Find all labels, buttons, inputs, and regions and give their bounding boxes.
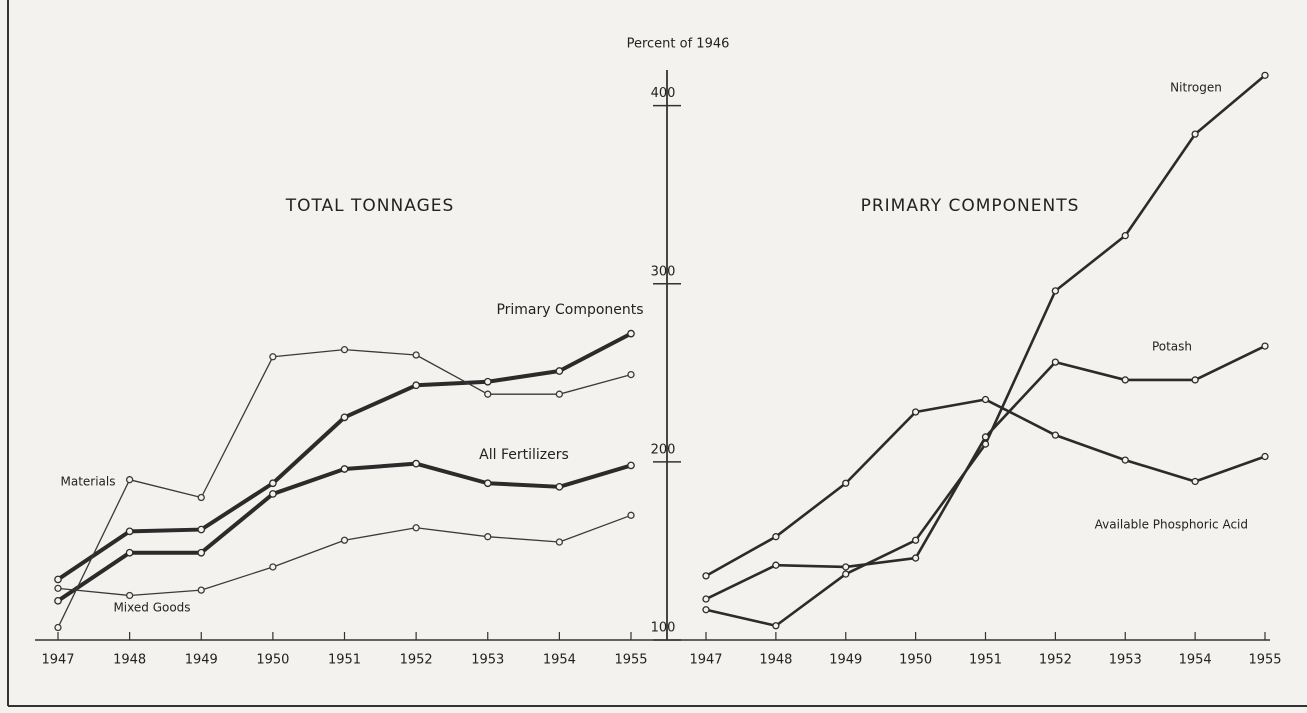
x-tick-label: 1952 [400, 653, 433, 668]
data-point [412, 381, 420, 390]
data-point [627, 461, 635, 470]
data-point [981, 395, 990, 404]
data-point [1121, 376, 1129, 384]
data-point [981, 433, 990, 441]
data-point [125, 548, 134, 557]
data-point [1261, 342, 1269, 350]
data-point [269, 479, 277, 488]
x-tick-label: 1951 [969, 653, 1002, 668]
data-point [555, 482, 564, 491]
data-point [483, 479, 492, 488]
data-point [269, 353, 277, 361]
data-point [911, 554, 920, 562]
data-point [340, 346, 349, 354]
x-tick-label: 1948 [759, 653, 792, 668]
x-tick-label: 1947 [41, 653, 74, 668]
data-point [555, 367, 564, 375]
series-label: Potash [1152, 340, 1192, 354]
data-point [197, 525, 206, 534]
x-tick-label: 1953 [471, 653, 504, 668]
data-point [1121, 456, 1129, 464]
data-point [197, 493, 205, 502]
data-point [1191, 376, 1199, 384]
data-point [125, 527, 134, 536]
data-point [842, 563, 850, 571]
panel-title: PRIMARY COMPONENTS [861, 196, 1080, 216]
data-point [627, 511, 635, 519]
data-point [1191, 130, 1199, 138]
data-point [412, 459, 420, 468]
data-point [1191, 477, 1199, 486]
data-point [1051, 287, 1060, 295]
x-tick-label: 1951 [328, 653, 361, 668]
series-label: Available Phosphoric Acid [1095, 518, 1248, 532]
series-label: Materials [60, 475, 115, 489]
x-tick-label: 1954 [543, 653, 576, 668]
x-tick-label: 1950 [899, 653, 932, 668]
data-point [125, 591, 134, 600]
x-tick-label: 1947 [689, 653, 722, 668]
x-tick-label: 1954 [1179, 653, 1212, 668]
data-point [269, 490, 277, 498]
x-tick-label: 1955 [614, 653, 647, 668]
x-tick-label: 1955 [1248, 653, 1281, 668]
series-label: Nitrogen [1170, 81, 1222, 95]
data-point [702, 606, 710, 614]
x-tick-label: 1949 [829, 653, 862, 668]
data-point [627, 329, 635, 338]
series-label: Mixed Goods [113, 601, 190, 615]
data-point [412, 524, 420, 532]
data-point [911, 408, 920, 416]
data-point [340, 413, 349, 422]
x-tick-label: 1949 [185, 653, 218, 668]
x-tick-label: 1952 [1039, 653, 1072, 668]
series-label: All Fertilizers [479, 447, 569, 463]
data-point [340, 536, 349, 544]
data-point [911, 536, 920, 544]
data-point [772, 533, 780, 541]
data-point [1051, 431, 1060, 439]
data-point [555, 538, 564, 546]
data-point [1051, 358, 1060, 366]
data-point [1261, 71, 1269, 79]
data-point [54, 596, 62, 605]
data-point [269, 563, 277, 571]
data-point [54, 584, 62, 592]
y-tick-label: 400 [651, 86, 676, 101]
data-point [702, 572, 710, 580]
x-tick-label: 1950 [256, 653, 289, 668]
data-point [197, 586, 205, 594]
panel-title: TOTAL TONNAGES [285, 196, 455, 216]
data-point [340, 465, 349, 473]
x-tick-label: 1948 [113, 653, 146, 668]
data-point [702, 595, 710, 603]
data-point [772, 561, 780, 569]
data-point [484, 533, 492, 541]
data-point [412, 351, 420, 359]
data-point [54, 623, 62, 632]
x-tick-label: 1953 [1109, 653, 1142, 668]
data-point [483, 377, 492, 386]
y-tick-label: 100 [651, 621, 676, 636]
data-point [842, 570, 850, 578]
data-point [842, 479, 850, 487]
data-point [484, 390, 492, 398]
y-axis-label: Percent of 1946 [627, 37, 730, 52]
data-point [555, 390, 564, 398]
data-point [54, 575, 62, 584]
data-point [772, 622, 780, 630]
data-point [627, 370, 635, 379]
y-tick-label: 300 [651, 264, 676, 279]
data-point [125, 476, 134, 484]
data-point [197, 548, 206, 557]
data-point [1121, 232, 1129, 240]
series-label: Primary Components [496, 302, 643, 318]
y-tick-label: 200 [651, 442, 676, 457]
data-point [1261, 452, 1269, 461]
